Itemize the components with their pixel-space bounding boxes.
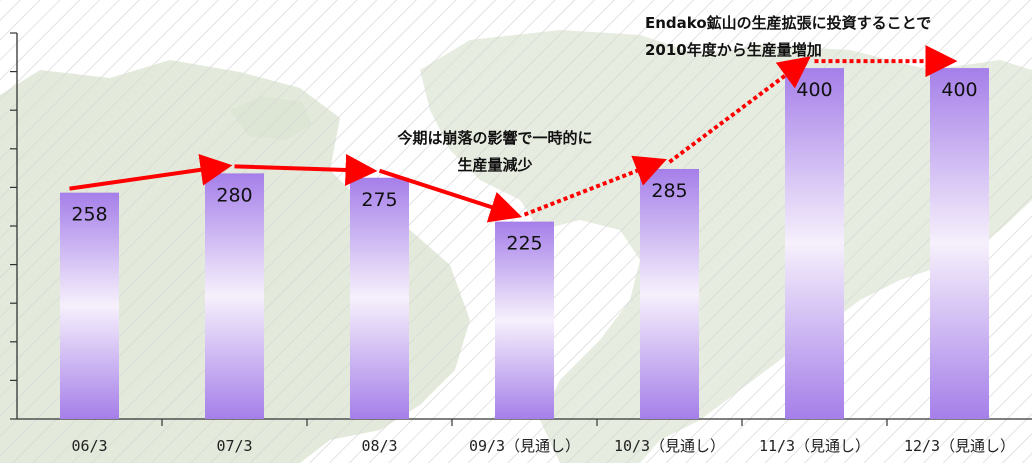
bar-3 [350, 177, 409, 419]
x-tick-labels: 06/3 07/3 08/3 09/3（見通し） 10/3（見通し） 11/3（見通し） 1… [71, 437, 1015, 455]
bars [60, 68, 989, 419]
trend-lines [69, 45, 958, 223]
data-label-5: 285 [651, 180, 687, 202]
x-tick-label-5: 10/3（見通し） [614, 437, 725, 455]
x-tick-label-4: 09/3（見通し） [469, 437, 580, 455]
bar-6 [785, 68, 844, 419]
trend-arrow-5 [668, 56, 811, 164]
annotations: 今期は崩落の影響で一時的に 生産量減少 Endako鉱山の生産拡張に投資すること… [396, 14, 931, 174]
data-label-4: 225 [506, 233, 542, 255]
bar-2 [205, 173, 264, 419]
data-label-2: 280 [216, 184, 252, 206]
data-labels: 258 280 275 225 285 400 400 [71, 79, 977, 255]
annotation-expansion-line2: 2010年度から生産量増加 [645, 41, 822, 59]
x-tick-label-6: 11/3（見通し） [759, 437, 870, 455]
annotation-expansion-line1: Endako鉱山の生産拡張に投資することで [645, 14, 931, 32]
trend-arrow-4 [523, 155, 667, 217]
bar-4 [495, 221, 554, 419]
data-label-7: 400 [941, 79, 977, 101]
data-label-3: 275 [361, 189, 397, 211]
x-tick-label-2: 07/3 [216, 437, 252, 455]
annotation-decline-line2: 生産量減少 [457, 156, 532, 174]
data-label-6: 400 [796, 79, 832, 101]
trend-arrow-1 [69, 153, 233, 191]
x-tick-label-7: 12/3（見通し） [904, 437, 1015, 455]
data-label-1: 258 [71, 204, 107, 226]
annotation-decline-line1: 今期は崩落の影響で一時的に [396, 129, 592, 147]
bar-7 [930, 68, 989, 419]
bar-1 [60, 192, 119, 419]
trend-arrow-2 [234, 153, 378, 186]
trend-arrow-3 [378, 168, 523, 223]
bar-5 [640, 168, 699, 419]
x-tick-label-1: 06/3 [71, 437, 107, 455]
x-tick-label-3: 08/3 [361, 437, 397, 455]
